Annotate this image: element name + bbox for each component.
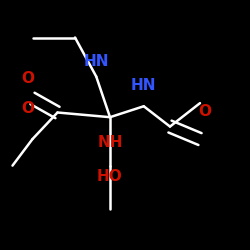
- Text: HN: HN: [131, 78, 156, 92]
- Text: O: O: [198, 104, 211, 119]
- Text: O: O: [21, 71, 34, 86]
- Text: O: O: [21, 101, 34, 116]
- Text: HN: HN: [84, 54, 109, 69]
- Text: NH: NH: [97, 135, 123, 150]
- Text: HO: HO: [97, 169, 123, 184]
